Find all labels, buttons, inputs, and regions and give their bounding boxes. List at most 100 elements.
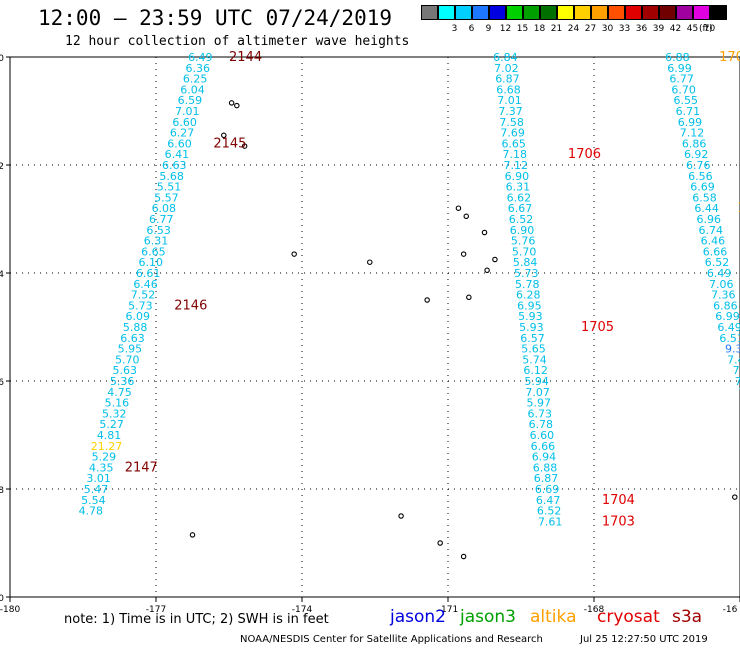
wave-height-value: 6.28 — [516, 289, 541, 302]
wave-height-value: 5.73 — [514, 267, 539, 280]
wave-height-value: 4.75 — [107, 386, 132, 399]
wave-height-value: 7.18 — [502, 148, 527, 161]
pass-number-label: 2147 — [125, 460, 158, 475]
island-outline — [466, 294, 472, 301]
wave-height-value: 6.65 — [141, 245, 166, 258]
scale-label: 42 — [669, 24, 682, 34]
x-tick-label: -180 — [0, 605, 20, 615]
wave-height-value: 6.49 — [707, 267, 732, 280]
wave-height-value: 6.92 — [684, 148, 709, 161]
scale-swatch — [472, 5, 489, 20]
x-tick-label: -177 — [146, 605, 166, 615]
wave-height-value: 6.69 — [690, 181, 715, 194]
scale-swatch — [557, 5, 574, 20]
pass-number-label: 1706 — [568, 147, 601, 162]
wave-height-value: 6.31 — [144, 235, 169, 248]
pass-number-label: 2144 — [229, 50, 262, 65]
wave-height-value: 5.57 — [154, 191, 179, 204]
wave-height-value: 6.60 — [167, 137, 192, 150]
wave-height-value: 6.41 — [165, 148, 190, 161]
wave-height-value: 6.99 — [715, 310, 740, 323]
wave-height-value: 9.3 — [725, 343, 740, 356]
wave-height-value: 6.56 — [688, 170, 713, 183]
wave-height-value: 6.88 — [533, 461, 558, 474]
island-outline — [455, 205, 462, 211]
island-outline — [189, 532, 196, 538]
y-tick-label: -10 — [0, 594, 4, 604]
scale-swatch — [574, 5, 591, 20]
page-subtitle: 12 hour collection of altimeter wave hei… — [65, 34, 410, 49]
scale-swatch — [506, 5, 523, 20]
wave-height-value: 7.01 — [497, 94, 522, 107]
wave-height-value: 6.62 — [507, 191, 532, 204]
scale-swatch — [438, 5, 455, 20]
scale-swatch — [540, 5, 557, 20]
wave-height-value: 6.36 — [185, 62, 210, 75]
wave-height-value: 5.63 — [112, 364, 137, 377]
wave-height-value: 6.65 — [501, 137, 526, 150]
scale-label: 6 — [468, 24, 475, 34]
wave-height-value: 6.67 — [508, 202, 533, 215]
y-tick-label: -6 — [0, 378, 4, 388]
wave-height-value: 6.87 — [534, 472, 559, 485]
wave-height-value: 7.52 — [131, 289, 156, 302]
pass-number-label: 1703 — [602, 514, 635, 529]
wave-height-value: 6.77 — [669, 73, 694, 86]
wave-height-value: 6.71 — [676, 105, 701, 118]
wave-height-value: 5.95 — [118, 343, 143, 356]
pass-number-label: 2146 — [174, 298, 207, 313]
wave-height-value: 6.73 — [528, 407, 553, 420]
wave-height-value: 6.69 — [535, 483, 560, 496]
wave-height-value: 5.65 — [521, 343, 546, 356]
scale-label: 9 — [485, 24, 492, 34]
wave-height-value: 4.35 — [89, 461, 114, 474]
wave-height-value: 7.61 — [538, 515, 563, 528]
scale-label: 70 — [703, 24, 716, 34]
y-tick-label: -2 — [0, 162, 4, 172]
wave-height-value: 5.97 — [526, 397, 551, 410]
scale-swatch — [659, 5, 676, 20]
island-outline — [398, 513, 404, 519]
scale-label: 24 — [567, 24, 580, 34]
wave-height-value: 3.01 — [86, 472, 111, 485]
scale-swatch — [591, 5, 608, 20]
wave-height-value: 6.58 — [692, 191, 717, 204]
wave-height-value: 6.10 — [139, 256, 164, 269]
wave-height-value: 6.66 — [703, 245, 728, 258]
island-outline — [460, 553, 467, 560]
wave-height-value: 7.02 — [494, 62, 519, 75]
pass-number-label: 17 — [737, 201, 740, 216]
island-outline — [492, 256, 498, 263]
wave-height-value: 5.68 — [159, 170, 184, 183]
wave-height-value: 5.54 — [81, 494, 106, 507]
wave-height-value: 6.63 — [162, 159, 187, 172]
wave-height-value: 7.4 — [727, 353, 740, 366]
wave-height-value: 6.25 — [183, 73, 208, 86]
wave-height-value: 6.31 — [506, 181, 531, 194]
island-outline — [437, 540, 443, 546]
wave-height-value: 6.53 — [146, 224, 171, 237]
wave-height-value: 5.76 — [511, 235, 536, 248]
wave-height-value: 7.07 — [525, 386, 550, 399]
wave-height-value: 6.59 — [178, 94, 203, 107]
wave-height-value: 6.47 — [536, 494, 561, 507]
wave-height-value: 7. — [733, 364, 740, 377]
scale-swatch — [489, 5, 506, 20]
wave-height-value: 6.76 — [686, 159, 711, 172]
island-outline — [241, 143, 248, 149]
wave-height-value: 6.04 — [180, 83, 205, 96]
scale-swatch — [710, 5, 727, 20]
wave-height-value: 5.93 — [519, 321, 544, 334]
wave-height-value: 6.12 — [523, 364, 548, 377]
island-outline — [367, 259, 373, 265]
wave-height-value: 6.09 — [126, 310, 151, 323]
wave-height-value: 6.87 — [495, 73, 520, 86]
scale-label: 27 — [584, 24, 597, 34]
wave-height-value: 6.66 — [531, 440, 556, 453]
wave-height-value: 5.27 — [99, 418, 124, 431]
wave-height-value: 6.08 — [152, 202, 177, 215]
wave-height-value: 6.49 — [717, 321, 740, 334]
wave-height-value: 4.78 — [79, 505, 104, 518]
